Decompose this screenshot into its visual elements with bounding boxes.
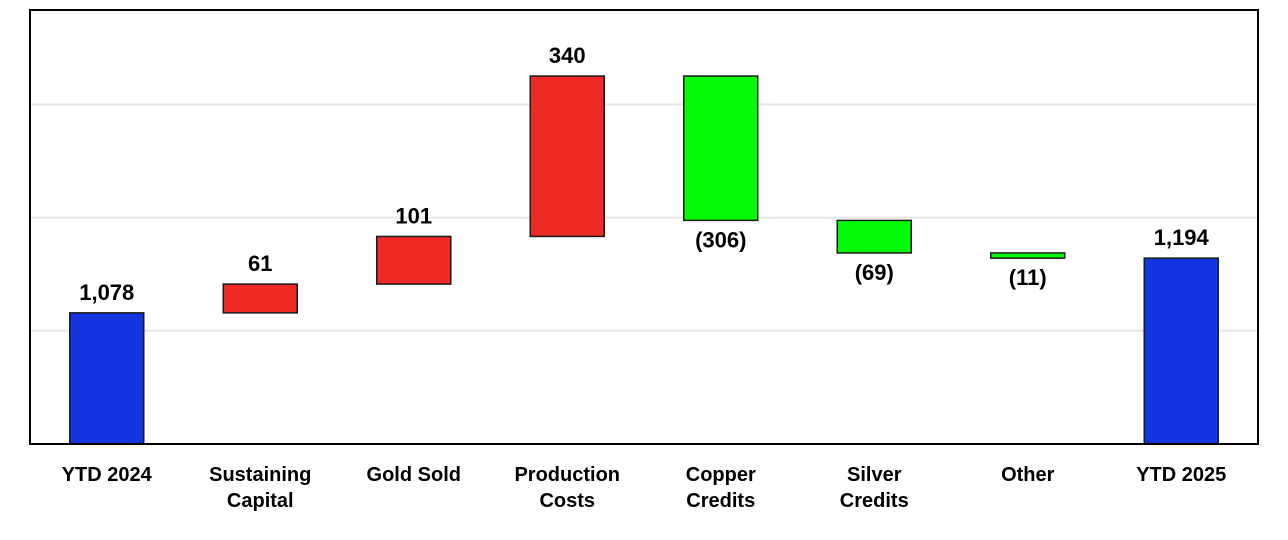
- category-label-line: YTD 2024: [62, 464, 153, 486]
- data-label: 340: [549, 43, 586, 68]
- category-label: YTD 2025: [1136, 464, 1226, 486]
- bar: [683, 75, 759, 222]
- category-label-line: Credits: [840, 490, 909, 512]
- data-label: 1,078: [79, 280, 134, 305]
- category-label-line: Production: [514, 464, 620, 486]
- bar: [1143, 257, 1219, 445]
- bar: [222, 283, 298, 314]
- category-label-line: Credits: [686, 490, 755, 512]
- category-label: Other: [1001, 464, 1055, 486]
- bar: [990, 252, 1066, 259]
- data-label: 61: [248, 251, 272, 276]
- bar: [529, 75, 605, 238]
- category-label-line: YTD 2025: [1136, 464, 1226, 486]
- category-label: Copper Credits: [686, 464, 756, 512]
- category-label-line: Capital: [227, 490, 294, 512]
- data-label: 1,194: [1154, 225, 1210, 250]
- bar: [69, 312, 145, 445]
- plot-frame: [29, 9, 1259, 445]
- category-label-line: Other: [1001, 464, 1055, 486]
- category-label-line: Sustaining: [209, 464, 311, 486]
- plot-area: [30, 10, 1258, 444]
- category-label: Production Costs: [514, 464, 620, 512]
- data-label: (306): [695, 227, 746, 252]
- category-label-line: Silver: [847, 464, 902, 486]
- category-label-line: Gold Sold: [367, 464, 461, 486]
- category-label: Silver Credits: [840, 464, 909, 512]
- bar: [836, 219, 912, 254]
- category-label: Sustaining Capital: [209, 464, 311, 512]
- bar: [376, 235, 452, 285]
- category-label: Gold Sold: [367, 464, 461, 486]
- data-label: (11): [1009, 265, 1047, 290]
- category-label-line: Copper: [686, 464, 756, 486]
- category-label-line: Costs: [539, 490, 595, 512]
- data-label: (69): [855, 260, 894, 285]
- data-label: 101: [395, 203, 432, 228]
- category-label: YTD 2024: [62, 464, 153, 486]
